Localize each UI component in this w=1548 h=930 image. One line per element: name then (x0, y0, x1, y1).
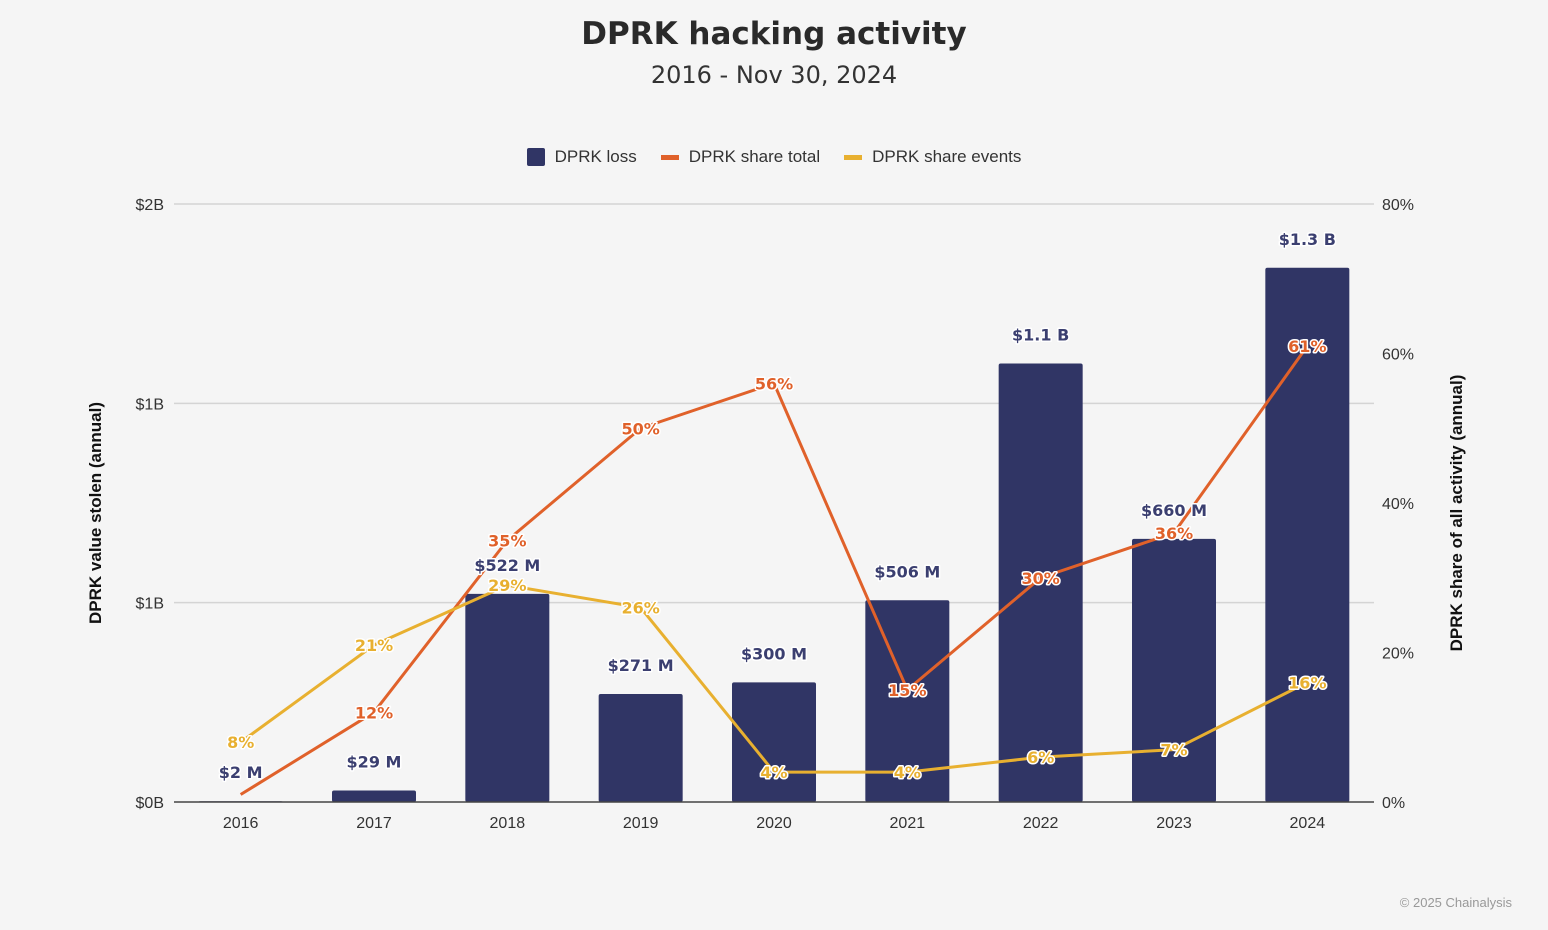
left-tick-label: $0B (136, 795, 164, 812)
line-data-label: 4% (760, 763, 787, 782)
line-dprk-share-events (239, 583, 1309, 774)
bar-data-label: $506 M (874, 562, 940, 581)
line-data-label: 61% (1288, 337, 1326, 356)
bar-2022 (998, 363, 1083, 802)
legend-item-share-events: DPRK share events (844, 147, 1021, 167)
bar-2024 (1265, 267, 1350, 803)
right-tick-label: 20% (1382, 646, 1414, 663)
bar-data-label: $1.1 B (1012, 325, 1069, 344)
bar-2018 (465, 593, 550, 802)
line-data-label: 26% (622, 599, 660, 618)
right-tick-label: 80% (1382, 197, 1414, 214)
bar-2021 (865, 600, 950, 802)
left-tick-label: $2B (136, 197, 164, 214)
x-tick-label: 2023 (1156, 815, 1192, 832)
bar-2019 (598, 693, 683, 802)
line-data-label: 7% (1160, 741, 1187, 760)
right-tick-label: 40% (1382, 496, 1414, 513)
line-data-label: 56% (755, 374, 793, 393)
left-axis-title: DPRK value stolen (annual) (86, 402, 105, 624)
legend-item-loss: DPRK loss (526, 147, 637, 167)
bar-2023 (1132, 538, 1216, 802)
line-data-label: 35% (488, 531, 526, 550)
chart-subtitle: 2016 - Nov 30, 2024 (650, 61, 898, 89)
bar-2020 (732, 682, 816, 802)
bar-data-label: $271 M (608, 656, 674, 675)
bar-data-label: $1.3 B (1279, 230, 1336, 249)
legend-swatch-share-events (844, 154, 863, 160)
x-tick-label: 2019 (623, 815, 659, 832)
line-data-label: 12% (355, 703, 393, 722)
x-tick-label: 2024 (1290, 815, 1326, 832)
line-data-label: 16% (1288, 673, 1326, 692)
legend-label: DPRK share total (688, 147, 821, 166)
left-tick-label: $1B (136, 596, 164, 613)
line-data-label: 29% (488, 576, 526, 595)
legend-item-share-total: DPRK share total (660, 147, 821, 167)
line-data-label: 21% (355, 636, 393, 655)
line-data-label: 4% (894, 763, 921, 782)
x-tick-label: 2022 (1023, 815, 1059, 832)
x-tick-label: 2018 (490, 815, 526, 832)
line-data-label: 50% (622, 419, 660, 438)
legend-label: DPRK share events (872, 147, 1022, 166)
x-tick-label: 2020 (756, 815, 792, 832)
copyright-credit: © 2025 Chainalysis (1399, 895, 1512, 910)
right-axis-title: DPRK share of all activity (annual) (1447, 375, 1466, 652)
chart-title: DPRK hacking activity (581, 16, 967, 52)
bar-data-label: $2 M (219, 763, 263, 782)
left-tick-label: $1B (136, 396, 164, 413)
line-data-label: 36% (1155, 524, 1193, 543)
bar-data-label: $522 M (474, 556, 540, 575)
line-dprk-share-total (239, 345, 1309, 796)
right-tick-label: 0% (1382, 795, 1405, 812)
bar-data-label: $29 M (347, 752, 402, 771)
right-tick-label: 60% (1382, 347, 1414, 364)
bar-2017 (332, 790, 416, 802)
x-tick-label: 2017 (356, 815, 392, 832)
line-data-label: 15% (888, 681, 926, 700)
line-data-label: 30% (1022, 569, 1060, 588)
line-data-label: 6% (1027, 748, 1054, 767)
legend-swatch-share-total (660, 154, 679, 160)
bar-data-label: $300 M (741, 644, 807, 663)
legend: DPRK loss DPRK share total DPRK share ev… (0, 147, 1548, 167)
x-tick-label: 2016 (223, 815, 259, 832)
x-tick-label: 2021 (890, 815, 926, 832)
line-data-label: 8% (227, 733, 254, 752)
legend-label: DPRK loss (554, 147, 637, 166)
bar-data-label: $660 M (1141, 501, 1207, 520)
legend-swatch-loss (526, 148, 545, 166)
